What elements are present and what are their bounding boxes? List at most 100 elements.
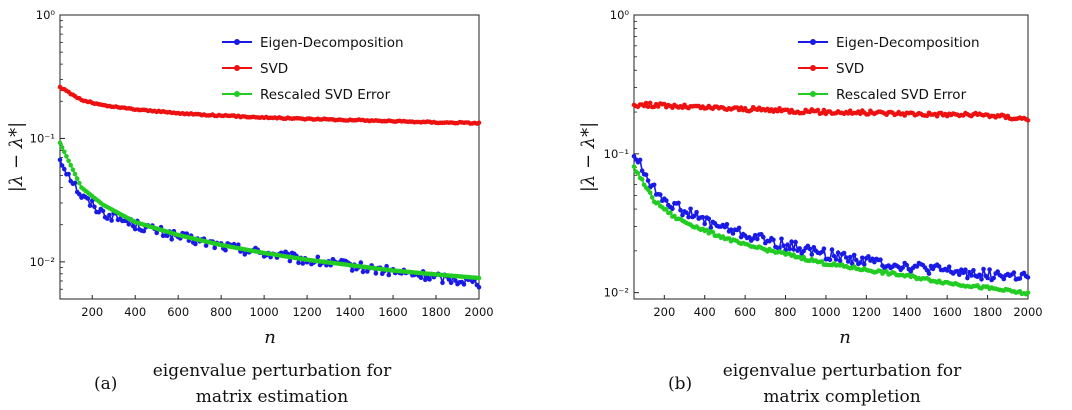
data-point (870, 256, 875, 262)
data-point (684, 210, 689, 215)
data-point (100, 208, 106, 214)
data-point (878, 257, 883, 263)
data-point (169, 237, 174, 242)
data-point (461, 282, 467, 287)
legend: Eigen-Decomposition SVD Rescaled SVD Error (798, 35, 980, 103)
data-point (107, 212, 112, 218)
data-point (1025, 118, 1031, 123)
data-point (655, 200, 661, 205)
data-point (664, 198, 669, 203)
data-point (827, 257, 833, 263)
data-point (448, 280, 454, 286)
data-point (203, 243, 209, 248)
data-point (845, 259, 851, 264)
data-point (360, 269, 366, 275)
data-point (64, 154, 69, 159)
data-point (710, 229, 716, 235)
caption-line-1: eigenvalue perturbation for (153, 361, 392, 381)
plot-frame (59, 14, 480, 300)
data-point (165, 233, 170, 239)
x-axis-label: n (839, 327, 851, 348)
data-point (843, 255, 849, 260)
data-point (955, 268, 960, 274)
data-point (787, 246, 792, 252)
legend-label: Rescaled SVD Error (836, 87, 967, 103)
x-tick-label: 2000 (1013, 305, 1042, 319)
data-point (686, 214, 691, 220)
data-point (287, 258, 293, 264)
panel-b: 200 400 600 800 1000 1200 1400 1600 1800 2000 10⁰ 1… (578, 8, 1043, 407)
data-point (349, 268, 355, 273)
data-point (676, 200, 681, 206)
x-tick-label: 1000 (249, 305, 278, 319)
data-point (315, 254, 321, 260)
data-point (141, 228, 147, 234)
panel-label: (b) (668, 374, 692, 394)
x-tick-label: 1800 (973, 305, 1002, 319)
data-point (815, 107, 821, 113)
data-point (944, 268, 950, 273)
data-point (105, 216, 110, 221)
data-point (664, 207, 669, 212)
data-point (971, 268, 976, 273)
data-point (860, 255, 865, 261)
data-point (70, 167, 76, 172)
data-point (72, 171, 78, 177)
x-axis-label: n (264, 327, 276, 348)
data-point (771, 237, 776, 243)
legend-label: Rescaled SVD Error (260, 87, 391, 103)
data-point (440, 280, 445, 286)
data-point (979, 277, 984, 282)
x-tick-label: 200 (81, 305, 103, 319)
data-point (74, 176, 80, 181)
data-point (730, 231, 736, 236)
data-point (668, 210, 673, 215)
data-point (969, 273, 974, 278)
data-point (835, 250, 841, 255)
data-point (1025, 290, 1031, 295)
data-point (670, 206, 675, 212)
data-point (77, 191, 82, 197)
data-point (631, 164, 637, 169)
y-tick-label: 10⁻² (30, 255, 55, 269)
tick-group: 200 400 600 800 1000 1200 1400 1600 1800 2000 10⁰ 1… (604, 8, 1043, 319)
y-tick-label: 10⁰ (610, 8, 630, 22)
x-tick-label: 2000 (464, 305, 493, 319)
data-point (62, 166, 67, 172)
data-point (809, 252, 815, 257)
data-point (841, 250, 847, 256)
data-point (785, 242, 790, 247)
x-tick-label: 600 (734, 305, 756, 319)
data-point (781, 243, 786, 248)
data-point (851, 252, 857, 258)
y-axis-label: |λ − λ*| (578, 122, 599, 192)
data-point (678, 207, 683, 213)
data-point (72, 180, 78, 186)
data-point (658, 192, 663, 197)
data-point (85, 196, 91, 201)
data-point (858, 260, 863, 265)
data-point (57, 157, 63, 163)
legend-swatch-marker (810, 65, 816, 71)
data-point (924, 268, 930, 273)
data-point (59, 163, 65, 168)
legend-label: Eigen-Decomposition (836, 35, 980, 51)
data-point (752, 232, 758, 238)
data-point (991, 275, 996, 281)
data-point (645, 178, 651, 183)
data-point (833, 257, 839, 262)
data-point (819, 249, 825, 255)
x-tick-label: 1600 (378, 305, 407, 319)
data-point (706, 216, 712, 221)
data-point (126, 222, 132, 227)
data-point (427, 277, 432, 282)
data-point (821, 107, 827, 113)
legend-swatch-marker (234, 65, 240, 71)
tick-group: 200 400 600 800 1000 1200 1400 1600 1800 2000 10⁰ 1… (30, 8, 494, 319)
data-point (476, 275, 482, 281)
data-point (908, 269, 914, 274)
legend-label: SVD (836, 61, 864, 77)
series-group (57, 84, 482, 290)
data-point (373, 271, 379, 276)
data-point (1001, 276, 1007, 282)
